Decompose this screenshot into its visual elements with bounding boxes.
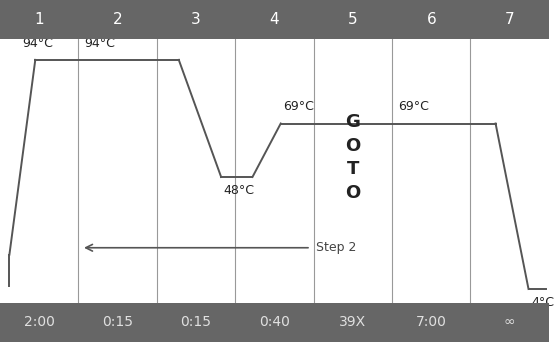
- Text: 2: 2: [113, 12, 122, 27]
- Text: Step 2: Step 2: [316, 241, 357, 254]
- Text: 0:15: 0:15: [102, 315, 133, 329]
- Bar: [0, 0, 549, 39]
- Bar: [0, 303, 549, 342]
- Text: 6: 6: [426, 12, 436, 27]
- Text: 94°C: 94°C: [85, 37, 116, 50]
- Text: 69°C: 69°C: [398, 100, 429, 113]
- Text: 4: 4: [270, 12, 279, 27]
- Text: 0:40: 0:40: [259, 315, 290, 329]
- Text: 39X: 39X: [339, 315, 367, 329]
- Text: 0:15: 0:15: [181, 315, 211, 329]
- Text: 7:00: 7:00: [416, 315, 447, 329]
- Text: 94°C: 94°C: [22, 37, 53, 50]
- Text: 48°C: 48°C: [224, 184, 255, 197]
- Text: 69°C: 69°C: [283, 100, 314, 113]
- Text: ∞: ∞: [504, 315, 516, 329]
- Text: G
O
T
O: G O T O: [345, 113, 360, 202]
- Text: 2:00: 2:00: [24, 315, 55, 329]
- Text: 1: 1: [35, 12, 44, 27]
- Text: 4°C: 4°C: [531, 296, 554, 309]
- Text: 5: 5: [348, 12, 358, 27]
- Text: 3: 3: [191, 12, 201, 27]
- Text: 7: 7: [505, 12, 514, 27]
